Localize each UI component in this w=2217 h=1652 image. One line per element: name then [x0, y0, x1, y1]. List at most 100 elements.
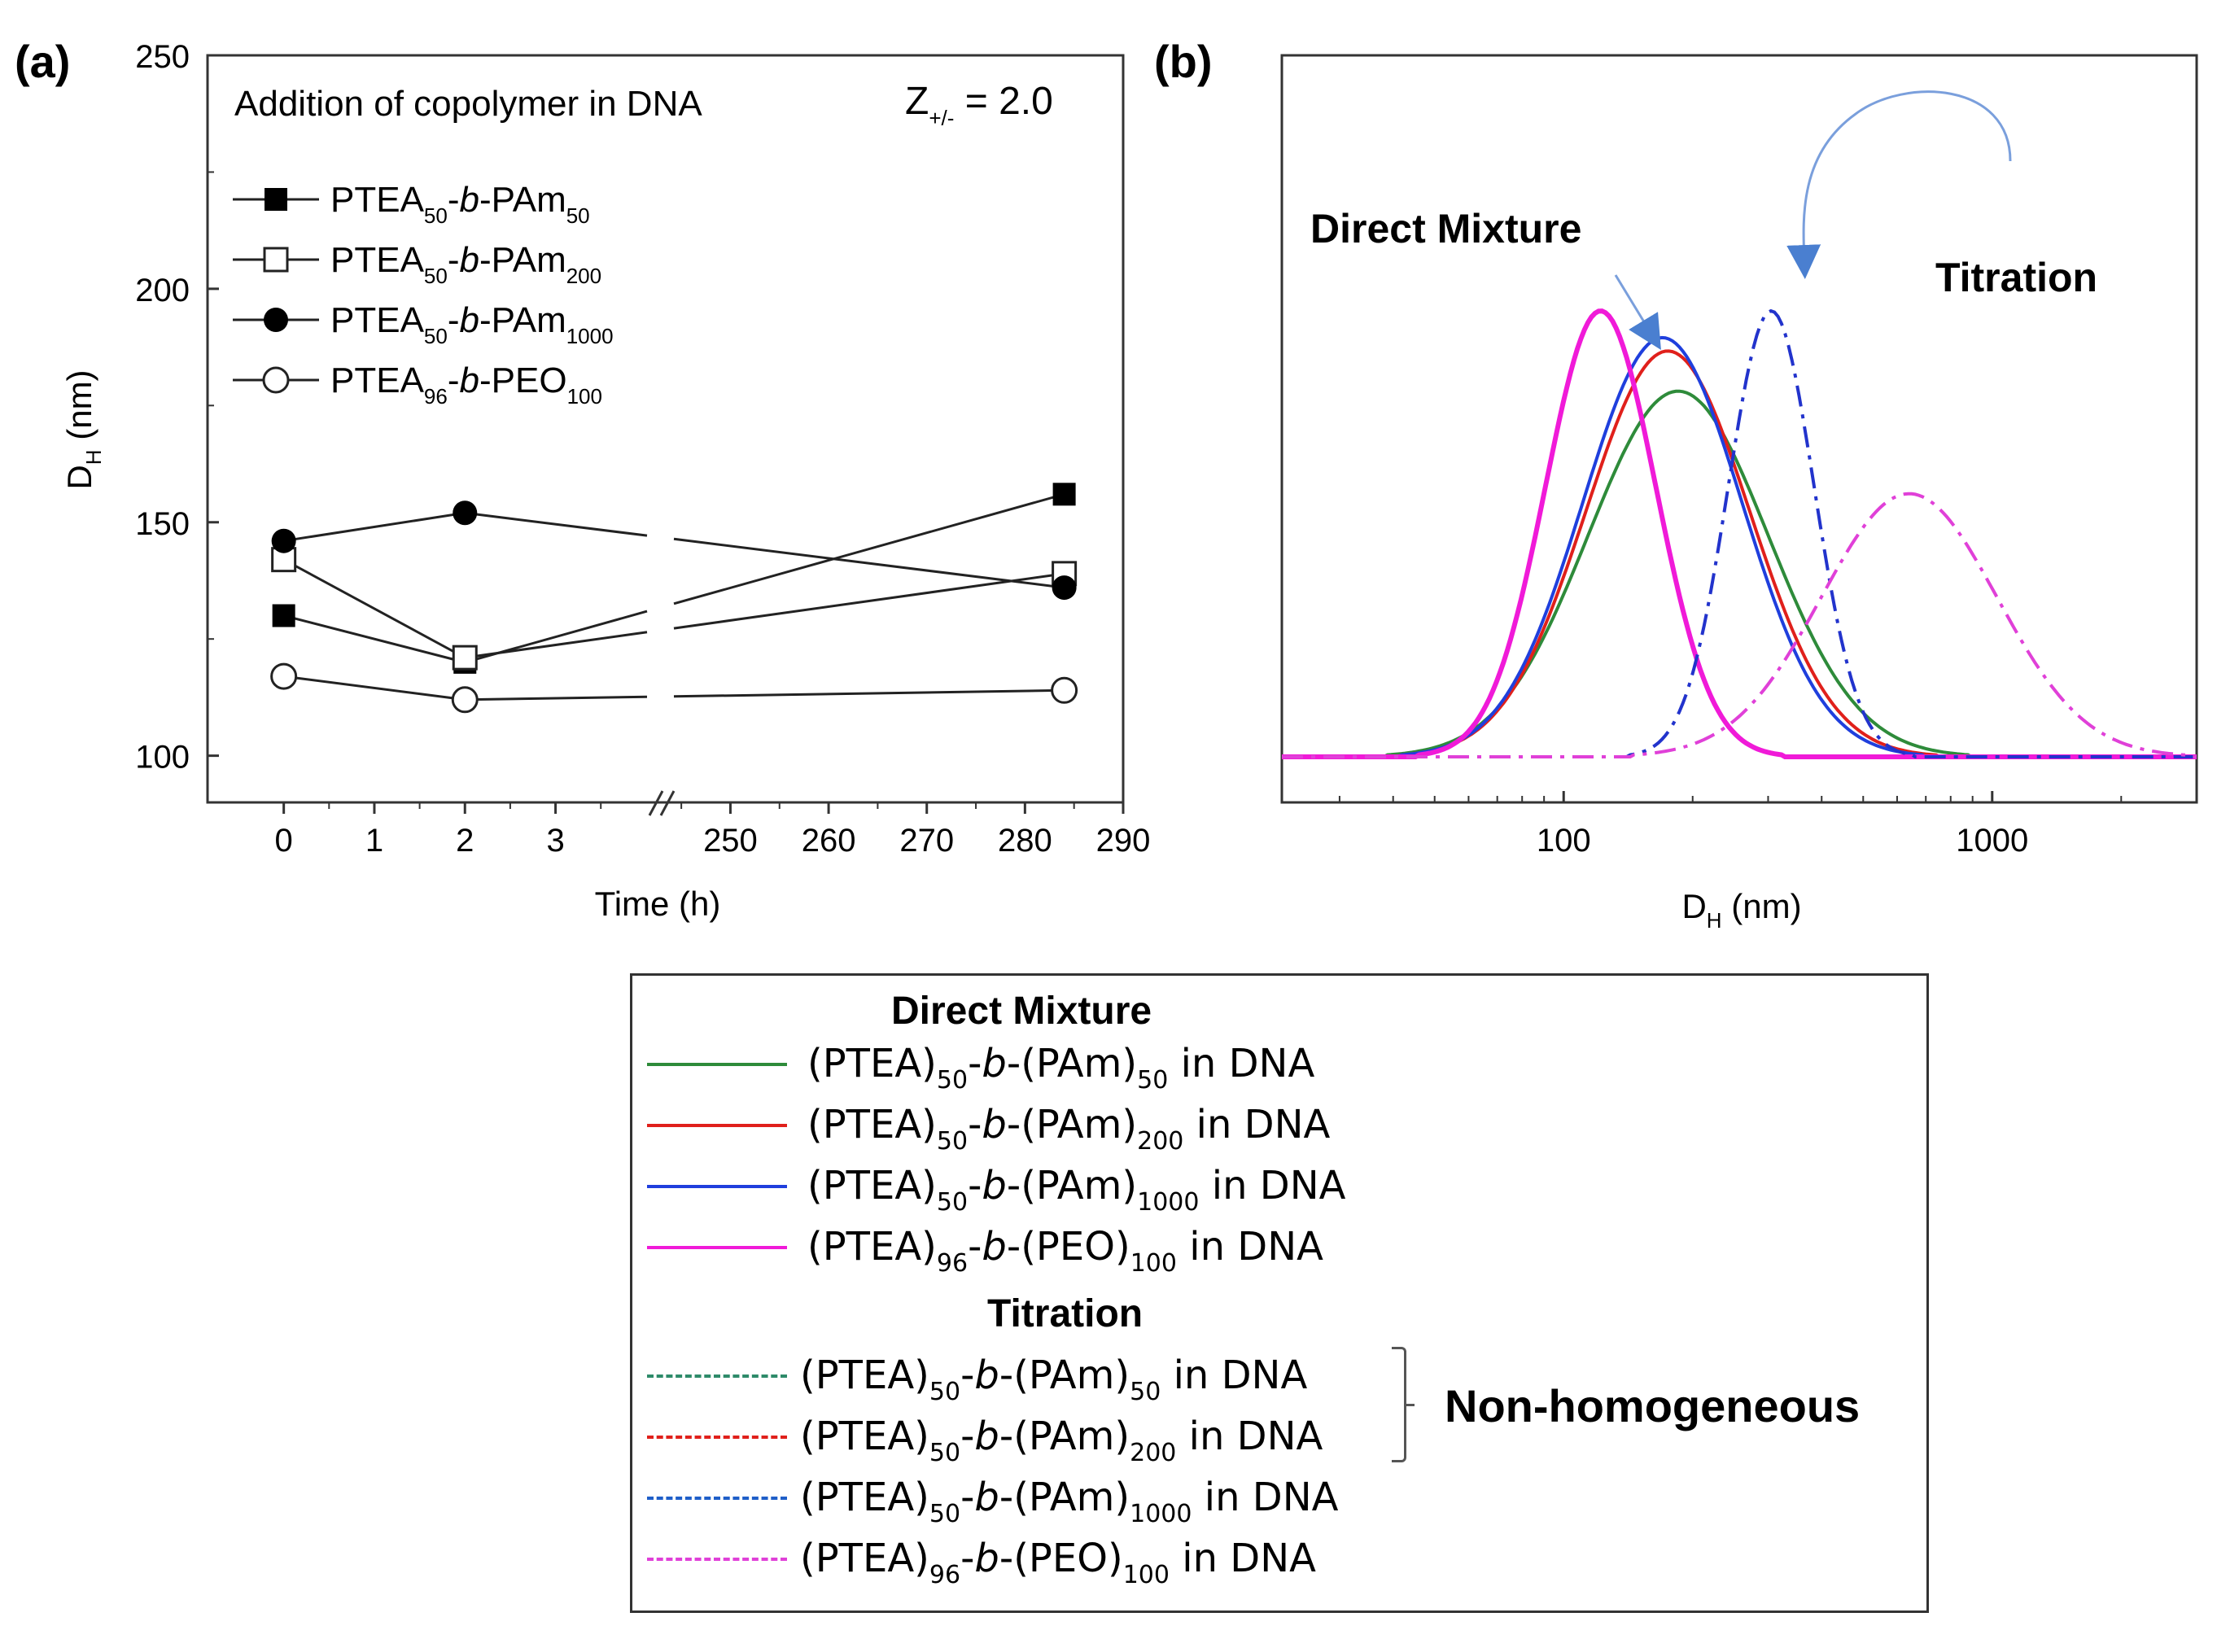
legend-label-part: in DNA [1169, 1536, 1316, 1581]
series-line-segment [465, 695, 648, 701]
data-point-open-circle [270, 662, 298, 690]
legend-a-label-part: 100 [567, 384, 602, 409]
chart-a-xlabel: Time (h) [595, 885, 721, 923]
x-tick-label: 280 [998, 823, 1052, 859]
legend-label-part: 50 [929, 1439, 961, 1467]
y-tick-label: 150 [135, 506, 190, 542]
chart-a-ylabel-sub: H [81, 449, 106, 465]
legend-label-part: 100 [1130, 1249, 1177, 1278]
legend-a-label-part: 50 [424, 203, 448, 228]
legend-a-label: PTEA50-b-PAm1000 [330, 300, 614, 348]
legend-label: (PTEA)50-b-(PAm)200 in DNA [800, 1414, 1323, 1466]
data-point-filled-square [272, 604, 295, 627]
legend-label-part: 50 [1137, 1066, 1169, 1095]
data-point-filled-circle [1052, 575, 1077, 601]
x-tick-label: 290 [1096, 823, 1151, 859]
legend-line-swatch [647, 1246, 787, 1249]
legend-label-part: - [968, 1224, 982, 1270]
legend-label-part: b [982, 1163, 1007, 1208]
legend-label-part: b [974, 1414, 999, 1459]
legend-row: (PTEA)50-b-(PAm)1000 in DNA [632, 1468, 1926, 1527]
chart-b-xlabel-main: D [1681, 887, 1706, 925]
legend-label-part: (PTEA) [807, 1224, 937, 1270]
ratio-label: Z+/- = 2.0 [905, 80, 1053, 130]
legend-line-swatch [647, 1497, 787, 1500]
legend-label: (PTEA)50-b-(PAm)1000 in DNA [800, 1475, 1338, 1527]
y-tick-label: 250 [135, 39, 190, 75]
data-point-filled-square [1052, 483, 1076, 506]
series-line-segment [673, 537, 1065, 589]
legend-label-part: -(PAm) [999, 1414, 1130, 1459]
legend-a-label: PTEA96-b-PEO100 [330, 361, 602, 409]
direct-mixture-annotation: Direct Mixture [1310, 206, 1581, 251]
distribution-curve [1282, 389, 2197, 758]
legend-a-marker-open-square [263, 247, 289, 273]
legend-label-part: -(PEO) [1006, 1224, 1130, 1270]
legend-label-part: - [960, 1475, 975, 1520]
legend-label-part: in DNA [1168, 1041, 1315, 1086]
legend-row: (PTEA)50-b-(PAm)50 in DNA [632, 1034, 1926, 1093]
legend-label: (PTEA)50-b-(PAm)50 in DNA [800, 1353, 1307, 1405]
legend-label-part: (PTEA) [807, 1041, 937, 1086]
x-tick-label: 2 [456, 823, 474, 859]
legend-label-part: (PTEA) [800, 1414, 929, 1459]
data-point-filled-circle [453, 500, 478, 526]
legend-label-part: b [982, 1224, 1007, 1270]
legend-a-label: PTEA50-b-PAm50 [330, 180, 590, 228]
series-line-segment [283, 614, 466, 664]
legend-label-part: b [982, 1102, 1007, 1147]
x-tick-label: 3 [546, 823, 564, 859]
legend-row: (PTEA)50-b-(PAm)200 in DNA [632, 1095, 1926, 1154]
x-tick-label: 100 [1537, 823, 1591, 859]
legend-label: (PTEA)50-b-(PAm)1000 in DNA [807, 1163, 1345, 1215]
chart-a-ylabel: DH (nm) [60, 369, 106, 489]
legend-a-label: PTEA50-b-PAm200 [330, 240, 601, 288]
chart-b-frame [1280, 54, 2198, 804]
legend-label-part: in DNA [1183, 1102, 1331, 1147]
y-tick-label: 200 [135, 273, 190, 308]
legend-line-swatch [647, 1436, 787, 1439]
distribution-curve [1282, 308, 2197, 758]
legend-label-part: (PTEA) [800, 1536, 929, 1581]
legend-label-part: 1000 [1137, 1188, 1200, 1217]
legend-label: (PTEA)96-b-(PEO)100 in DNA [800, 1536, 1316, 1588]
legend-a-label-part: -PAm [479, 180, 566, 220]
series-line-segment [283, 511, 466, 543]
legend-label-part: (PTEA) [800, 1353, 929, 1398]
series-line-segment [465, 511, 648, 537]
distribution-curve [1282, 492, 2197, 758]
legend-a-label-part: b [460, 240, 479, 280]
x-tick-label: 270 [899, 823, 954, 859]
axis-break-mark [648, 790, 664, 816]
legend-label-part: 50 [936, 1127, 969, 1156]
chart-a-ylabel-main: D [60, 465, 98, 489]
ratio-label-main: Z [905, 80, 929, 123]
legend-line-swatch [647, 1124, 787, 1127]
x-tick-label: 0 [275, 823, 293, 859]
legend-label-part: in DNA [1176, 1414, 1323, 1459]
series-line-segment [673, 492, 1065, 605]
legend-a-label-part: -PAm [479, 300, 566, 340]
chart-b-xlabel-rest: (nm) [1722, 887, 1802, 925]
chart-a-annotation: Addition of copolymer in DNA [234, 84, 702, 124]
legend-a-label-part: b [460, 361, 479, 400]
legend-a-label-part: 50 [566, 203, 590, 228]
y-tick-label: 100 [135, 740, 190, 776]
legend-a-label-part: b [460, 300, 479, 340]
legend-a-label-part: - [448, 300, 460, 340]
legend-label-part: - [960, 1353, 975, 1398]
legend-label-part: 1000 [1130, 1500, 1192, 1528]
legend-a-label-part: PTEA [330, 361, 425, 400]
legend-a-label-part: PTEA [330, 300, 425, 340]
legend-label-part: - [968, 1102, 982, 1147]
legend-label-part: 50 [936, 1188, 969, 1217]
legend-row: (PTEA)50-b-(PAm)50 in DNA [632, 1346, 1926, 1405]
legend-a-label-part: -PEO [479, 361, 567, 400]
legend-label-part: b [982, 1041, 1007, 1086]
legend-label-part: -(PAm) [999, 1475, 1130, 1520]
x-tick-label: 1 [365, 823, 383, 859]
ratio-label-rest: = 2.0 [954, 80, 1052, 123]
data-point-open-circle [1051, 676, 1078, 704]
series-line-segment [465, 631, 648, 659]
panel-label-a: (a) [15, 36, 70, 87]
